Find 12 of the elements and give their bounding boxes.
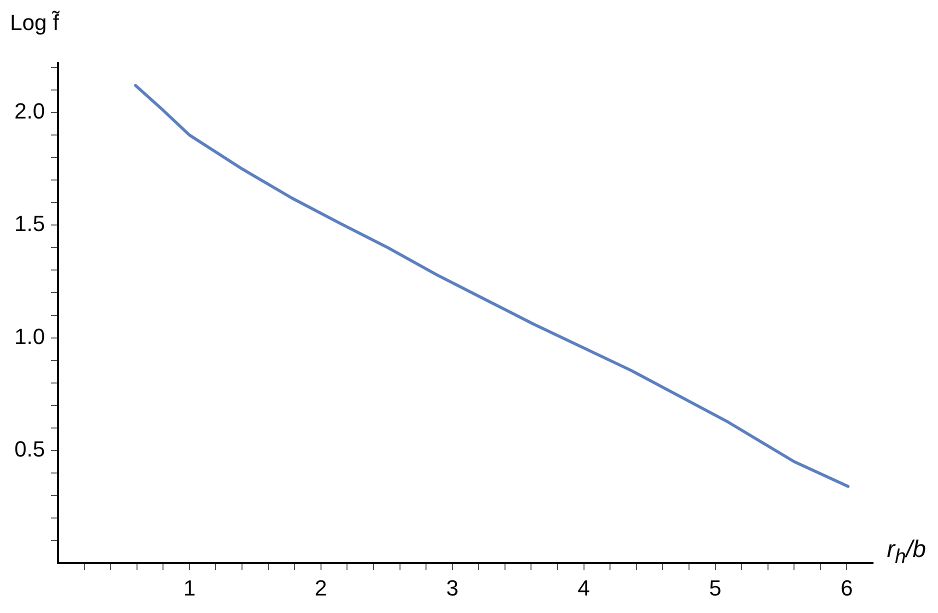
- x-tick-label: 3: [446, 575, 458, 600]
- y-tick-label: 0.5: [14, 436, 45, 462]
- y-tick-label: 1.0: [14, 324, 45, 349]
- x-axis-title: r$_{h}$/b: [886, 536, 926, 569]
- x-tick-label: 4: [578, 575, 590, 600]
- x-tick-label: 2: [314, 575, 328, 600]
- y-axis-title: Log f̃: [10, 10, 59, 36]
- x-tick-label: 5: [709, 575, 722, 600]
- x-tick-label: 6: [840, 575, 853, 600]
- x-tick-label: 1: [183, 575, 196, 600]
- y-tick-label: 1.5: [14, 211, 45, 236]
- y-tick-label: 2.0: [14, 98, 45, 124]
